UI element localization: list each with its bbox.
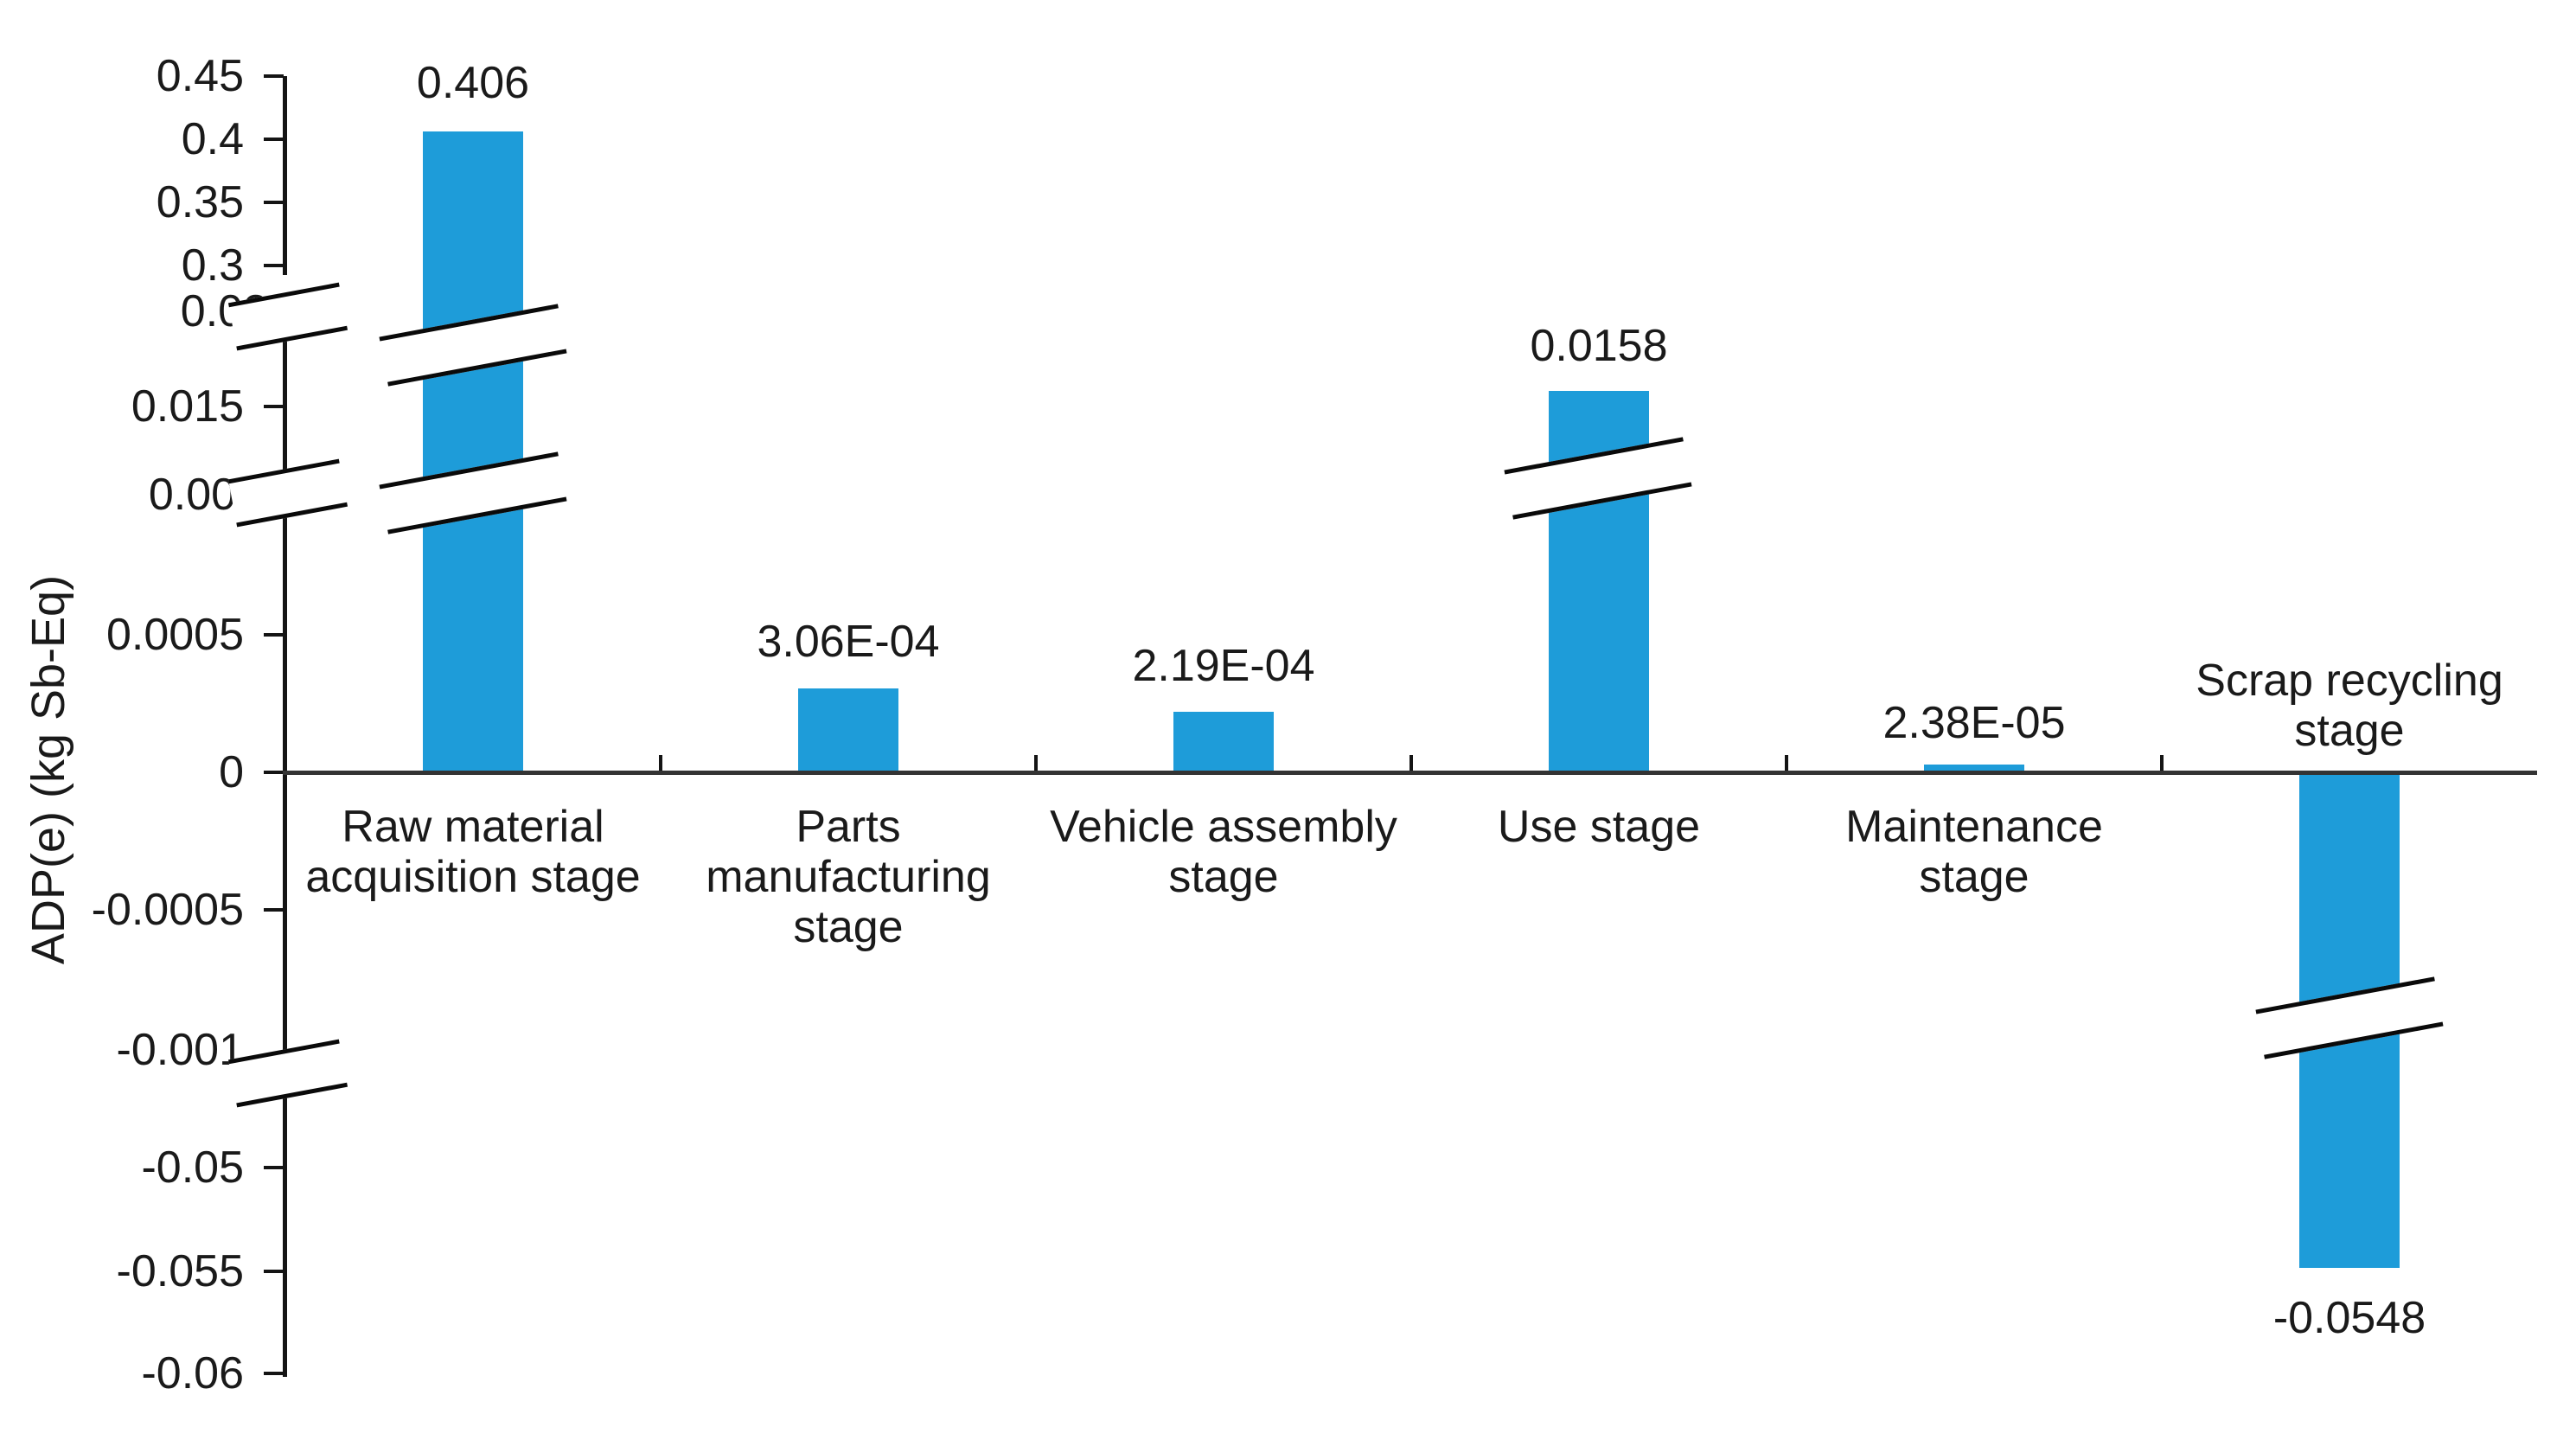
y-tick — [264, 405, 284, 408]
bar-value-label: 2.19E-04 — [1132, 641, 1315, 691]
y-tick-label: -0.055 — [116, 1246, 244, 1296]
y-tick-label: 0.001 — [148, 470, 261, 520]
y-tick-label: 0.35 — [156, 177, 244, 227]
y-tick-label: 0.3 — [181, 240, 244, 291]
category-label: stage — [1919, 852, 2029, 902]
y-tick-label: -0.06 — [141, 1348, 244, 1398]
x-axis-tick — [1034, 755, 1038, 771]
x-axis-line — [283, 771, 2537, 775]
category-label: manufacturing — [706, 852, 991, 902]
category-label: Use stage — [1497, 802, 1701, 852]
category-label: acquisition stage — [305, 852, 641, 902]
bar-raw-material-acquisition — [423, 131, 523, 771]
category-label: Scrap recycling — [2196, 656, 2503, 706]
category-label: stage — [1168, 852, 1279, 902]
bar-value-label: 3.06E-04 — [757, 617, 940, 667]
x-axis-tick — [659, 755, 662, 771]
y-tick — [264, 138, 284, 141]
category-label: Maintenance — [1845, 802, 2103, 852]
y-tick — [264, 264, 284, 267]
axis-break-mark — [227, 1039, 348, 1108]
y-tick — [264, 908, 284, 912]
category-label: stage — [2294, 706, 2405, 756]
x-axis-tick — [1785, 755, 1788, 771]
y-tick-label: 0.0005 — [105, 610, 244, 660]
x-axis-tick — [1409, 755, 1413, 771]
bar-value-label: 0.406 — [416, 58, 530, 108]
y-tick-label: 0.45 — [156, 51, 244, 101]
bar-value-label: 2.38E-05 — [1882, 698, 2066, 748]
y-tick — [264, 201, 284, 204]
bar-value-label: 0.0158 — [1530, 321, 1668, 371]
y-tick-label: 0.015 — [131, 381, 244, 432]
category-label: Vehicle assembly — [1050, 802, 1397, 852]
y-axis-segment-bottom — [283, 1095, 287, 1377]
y-tick — [264, 633, 284, 637]
y-tick-label: 0.4 — [181, 114, 244, 164]
category-label: stage — [793, 902, 904, 952]
y-tick-label: 0 — [219, 747, 244, 797]
y-tick — [264, 1166, 284, 1169]
category-label: Parts — [796, 802, 901, 852]
y-tick — [264, 1372, 284, 1375]
y-tick — [264, 74, 284, 78]
bar-value-label: -0.0548 — [2272, 1293, 2426, 1343]
y-tick-label: -0.05 — [141, 1142, 244, 1193]
y-tick-label: -0.0005 — [91, 885, 244, 935]
bar-parts-manufacturing — [798, 688, 898, 771]
x-axis-tick — [2160, 755, 2164, 771]
y-tick — [264, 1270, 284, 1273]
y-axis-segment-linear — [283, 514, 287, 1052]
bar-maintenance — [1924, 765, 2024, 771]
y-tick-label: -0.001 — [116, 1025, 244, 1075]
category-label: Raw material — [342, 802, 604, 852]
y-axis-segment-top — [283, 76, 287, 275]
bar-vehicle-assembly — [1173, 712, 1274, 771]
y-axis-segment-mid-upper — [283, 339, 287, 472]
y-tick — [264, 771, 284, 774]
